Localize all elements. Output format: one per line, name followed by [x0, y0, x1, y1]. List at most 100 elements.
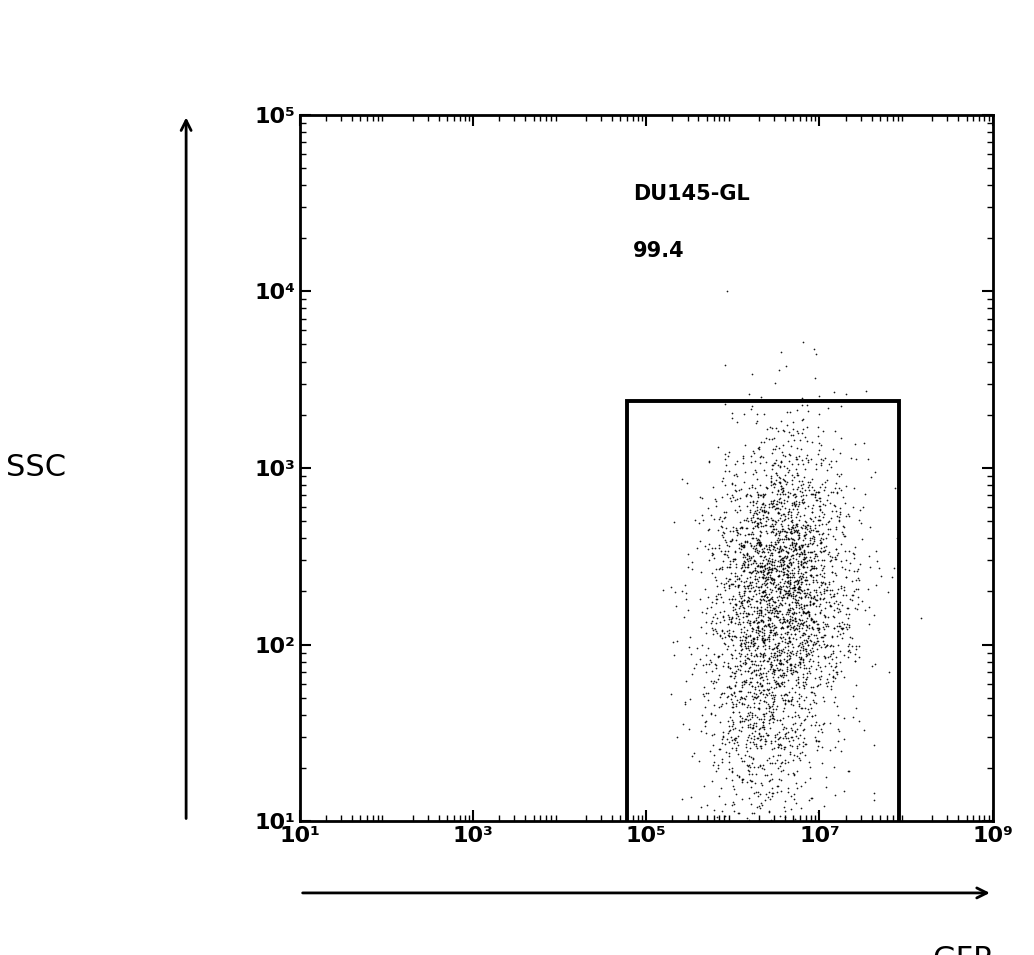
Point	[765, 663, 782, 678]
Point	[752, 563, 768, 579]
Point	[804, 644, 821, 659]
Point	[782, 551, 798, 566]
Point	[791, 651, 808, 667]
Point	[825, 669, 842, 685]
Point	[756, 563, 772, 579]
Point	[763, 535, 780, 550]
Point	[717, 854, 733, 869]
Point	[788, 598, 804, 613]
Point	[755, 504, 771, 520]
Point	[733, 598, 750, 613]
Point	[728, 533, 744, 548]
Text: 99.4: 99.4	[633, 241, 685, 261]
Point	[743, 478, 760, 493]
Point	[700, 589, 717, 605]
Point	[736, 696, 753, 711]
Point	[764, 709, 781, 724]
Point	[804, 435, 821, 450]
Point	[783, 693, 799, 709]
Point	[742, 449, 759, 464]
Point	[812, 490, 828, 505]
Point	[831, 604, 848, 619]
Point	[802, 567, 819, 583]
Point	[724, 699, 740, 714]
Point	[790, 581, 807, 596]
Point	[767, 514, 784, 529]
Point	[777, 631, 793, 647]
Point	[713, 623, 730, 638]
Point	[723, 686, 739, 701]
Point	[749, 518, 765, 533]
Point	[799, 844, 816, 860]
Point	[762, 660, 779, 675]
Point	[749, 502, 765, 518]
Point	[788, 613, 804, 628]
Point	[832, 482, 849, 498]
Point	[743, 774, 760, 789]
Point	[561, 849, 578, 864]
Point	[804, 505, 821, 520]
Point	[834, 524, 851, 540]
Point	[891, 852, 908, 867]
Point	[773, 847, 790, 862]
Point	[780, 624, 796, 639]
Point	[751, 798, 767, 814]
Point	[769, 779, 786, 795]
Point	[782, 644, 798, 659]
Point	[817, 577, 833, 592]
Point	[760, 664, 777, 679]
Point	[821, 655, 838, 670]
Point	[748, 848, 764, 863]
Point	[763, 551, 780, 566]
Point	[713, 754, 730, 770]
Point	[764, 741, 781, 756]
Point	[755, 608, 771, 624]
Point	[772, 736, 789, 752]
Point	[640, 851, 657, 866]
Point	[739, 553, 756, 568]
Point	[809, 461, 825, 477]
Point	[813, 544, 829, 560]
Point	[781, 598, 797, 613]
Point	[710, 699, 727, 714]
Point	[751, 668, 767, 683]
Point	[776, 458, 792, 474]
Point	[798, 671, 815, 687]
Point	[723, 614, 739, 629]
Point	[755, 717, 771, 732]
Point	[727, 482, 743, 498]
Point	[793, 570, 810, 585]
Point	[796, 641, 813, 656]
Point	[771, 440, 788, 456]
Point	[795, 411, 812, 426]
Point	[747, 708, 763, 723]
Point	[791, 598, 808, 613]
Point	[731, 663, 748, 678]
Point	[771, 362, 788, 377]
Point	[773, 517, 790, 532]
Point	[751, 627, 767, 643]
Point	[771, 652, 788, 668]
Point	[751, 702, 767, 717]
Point	[665, 647, 681, 663]
Point	[757, 569, 773, 584]
Point	[773, 480, 790, 496]
Point	[746, 505, 762, 520]
Point	[724, 533, 740, 548]
Point	[797, 482, 814, 498]
Point	[782, 744, 798, 759]
Point	[777, 639, 793, 654]
Point	[770, 669, 787, 685]
Point	[830, 601, 847, 616]
Point	[765, 705, 782, 720]
Point	[933, 857, 949, 872]
Point	[794, 559, 811, 574]
Point	[770, 883, 787, 899]
Point	[808, 635, 824, 650]
Point	[810, 732, 826, 748]
Point	[802, 567, 819, 583]
Point	[748, 784, 764, 799]
Point	[721, 724, 737, 739]
Point	[853, 516, 870, 531]
Point	[846, 479, 862, 495]
